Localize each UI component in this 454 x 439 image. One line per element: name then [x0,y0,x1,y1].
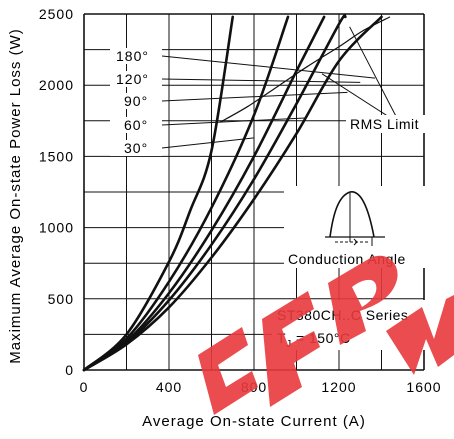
x-tick-label: 800 [241,379,267,395]
x-tick-label: 400 [156,379,182,395]
series-label-60: 60° [124,117,148,133]
x-axis-label: Average On-state Current (A) [142,413,366,430]
series-label-180: 180° [116,48,149,64]
series-label-30: 30° [124,140,148,156]
series-label-120: 120° [116,71,149,87]
leader-line [161,137,255,149]
y-tick-label: 2500 [39,6,74,22]
series-lines [82,14,383,372]
y-tick-label: 500 [48,291,74,307]
rms-limit-line [219,16,391,123]
series-line [82,14,347,372]
conduction-angle-inset: Conduction Angle [284,186,426,268]
series-name-label: ST380CH..C Series [277,307,408,323]
leader-line [161,55,376,79]
y-axis-label: Maximum Average On-state Power Loss (W) [7,28,24,363]
x-tick-label: 1200 [321,379,356,395]
x-tick-label: 1600 [406,379,441,395]
axis-labels: Average On-state Current (A) Maximum Ave… [7,28,366,430]
series-labels: 180° 120° 90° 60° 30° [110,48,162,156]
rms-limit-label: RMS Limit [350,116,419,132]
series-line [82,15,290,372]
y-tick-label: 2000 [39,77,74,93]
tick-labels: 0 400 800 1200 1600 0 500 1000 1500 2000 2500 [39,6,441,395]
y-tick-label: 1000 [39,220,74,236]
series-label-90: 90° [124,93,148,109]
conduction-angle-caption: Conduction Angle [288,251,406,267]
x-tick-label: 0 [80,379,89,395]
y-tick-label: 1500 [39,148,74,164]
leader-line [161,117,306,126]
leader-line [161,91,348,102]
y-tick-label: 0 [65,362,74,378]
series-line [82,15,383,372]
label-leader-lines [161,55,376,149]
series-line [82,15,235,372]
rms-leader-line [349,26,401,125]
